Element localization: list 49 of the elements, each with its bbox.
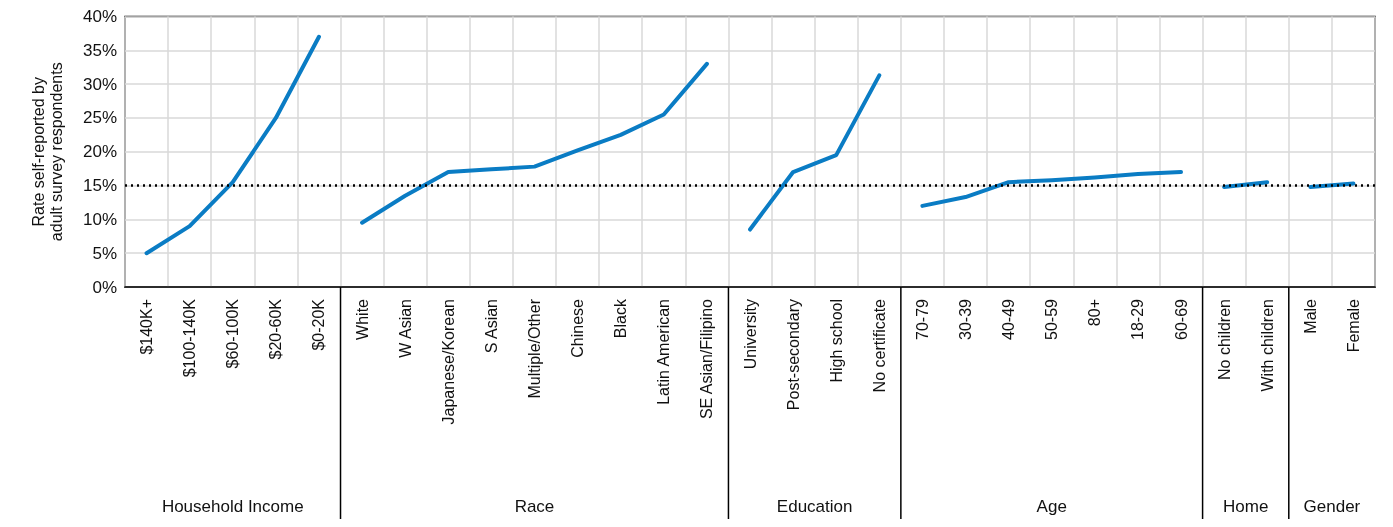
x-tick-label: Latin American: [655, 299, 673, 405]
x-tick-label: $100-140K: [181, 298, 199, 378]
line-series: [748, 73, 882, 232]
line-series: [360, 61, 709, 225]
y-tick-label: 40%: [82, 7, 117, 26]
x-tick-label: Female: [1344, 298, 1362, 353]
x-tick-label: 80+: [1086, 299, 1104, 327]
y-tick-label: 25%: [82, 108, 117, 128]
x-tick-label: $140K+: [138, 299, 156, 355]
text: Race: [514, 497, 555, 516]
x-tick-label: Black: [612, 298, 630, 339]
x-tick-label: SE Asian/Filipino: [698, 298, 716, 420]
y-tick-label: 5%: [92, 243, 117, 263]
x-tick-label: Chinese: [569, 298, 587, 358]
text: Household Income: [161, 497, 304, 516]
text: Age: [1036, 497, 1067, 516]
y-tick-label: 35%: [82, 40, 117, 60]
line-series: [144, 34, 321, 256]
x-tick-label: Multiple/Other: [525, 298, 543, 399]
x-tick-label: 60-69: [1172, 298, 1190, 340]
text: Education: [776, 497, 853, 516]
x-tick-label: Post-secondary: [784, 299, 802, 411]
x-tick-label: 40-49: [1000, 298, 1018, 340]
line-series: [920, 170, 1184, 208]
x-tick-label: High school: [827, 299, 845, 383]
x-tick-label: With children: [1258, 299, 1276, 392]
x-tick-label: University: [741, 299, 759, 370]
x-tick-label: Male: [1301, 298, 1319, 334]
x-tick-label: 70-79: [913, 298, 931, 340]
x-tick-label: White: [353, 298, 371, 340]
x-tick-label: Japanese/Korean: [439, 299, 457, 425]
y-tick-label: 0%: [92, 277, 117, 297]
y-axis-title: Rate self-reported by adult survey respondents: [29, 62, 65, 242]
text: Gender: [1303, 497, 1361, 516]
x-tick-label: $60-100K: [224, 298, 242, 369]
y-tick-label: 10%: [82, 209, 117, 229]
text: Home: [1223, 497, 1269, 516]
x-tick-label: 30-39: [957, 298, 975, 340]
x-tick-label: 50-59: [1043, 298, 1061, 340]
y-tick-label: 30%: [82, 74, 117, 94]
y-tick-label: 20%: [82, 142, 117, 162]
x-tick-label: W Asian: [396, 299, 414, 358]
x-tick-label: No children: [1215, 299, 1233, 380]
x-tick-label: $20-60K: [267, 298, 285, 360]
x-tick-label: S Asian: [482, 299, 500, 354]
x-tick-label: No certificate: [870, 298, 888, 393]
x-tick-label: $0-20K: [310, 298, 328, 351]
x-tick-label: 18-29: [1129, 298, 1147, 340]
y-tick-label: 15%: [82, 176, 117, 196]
